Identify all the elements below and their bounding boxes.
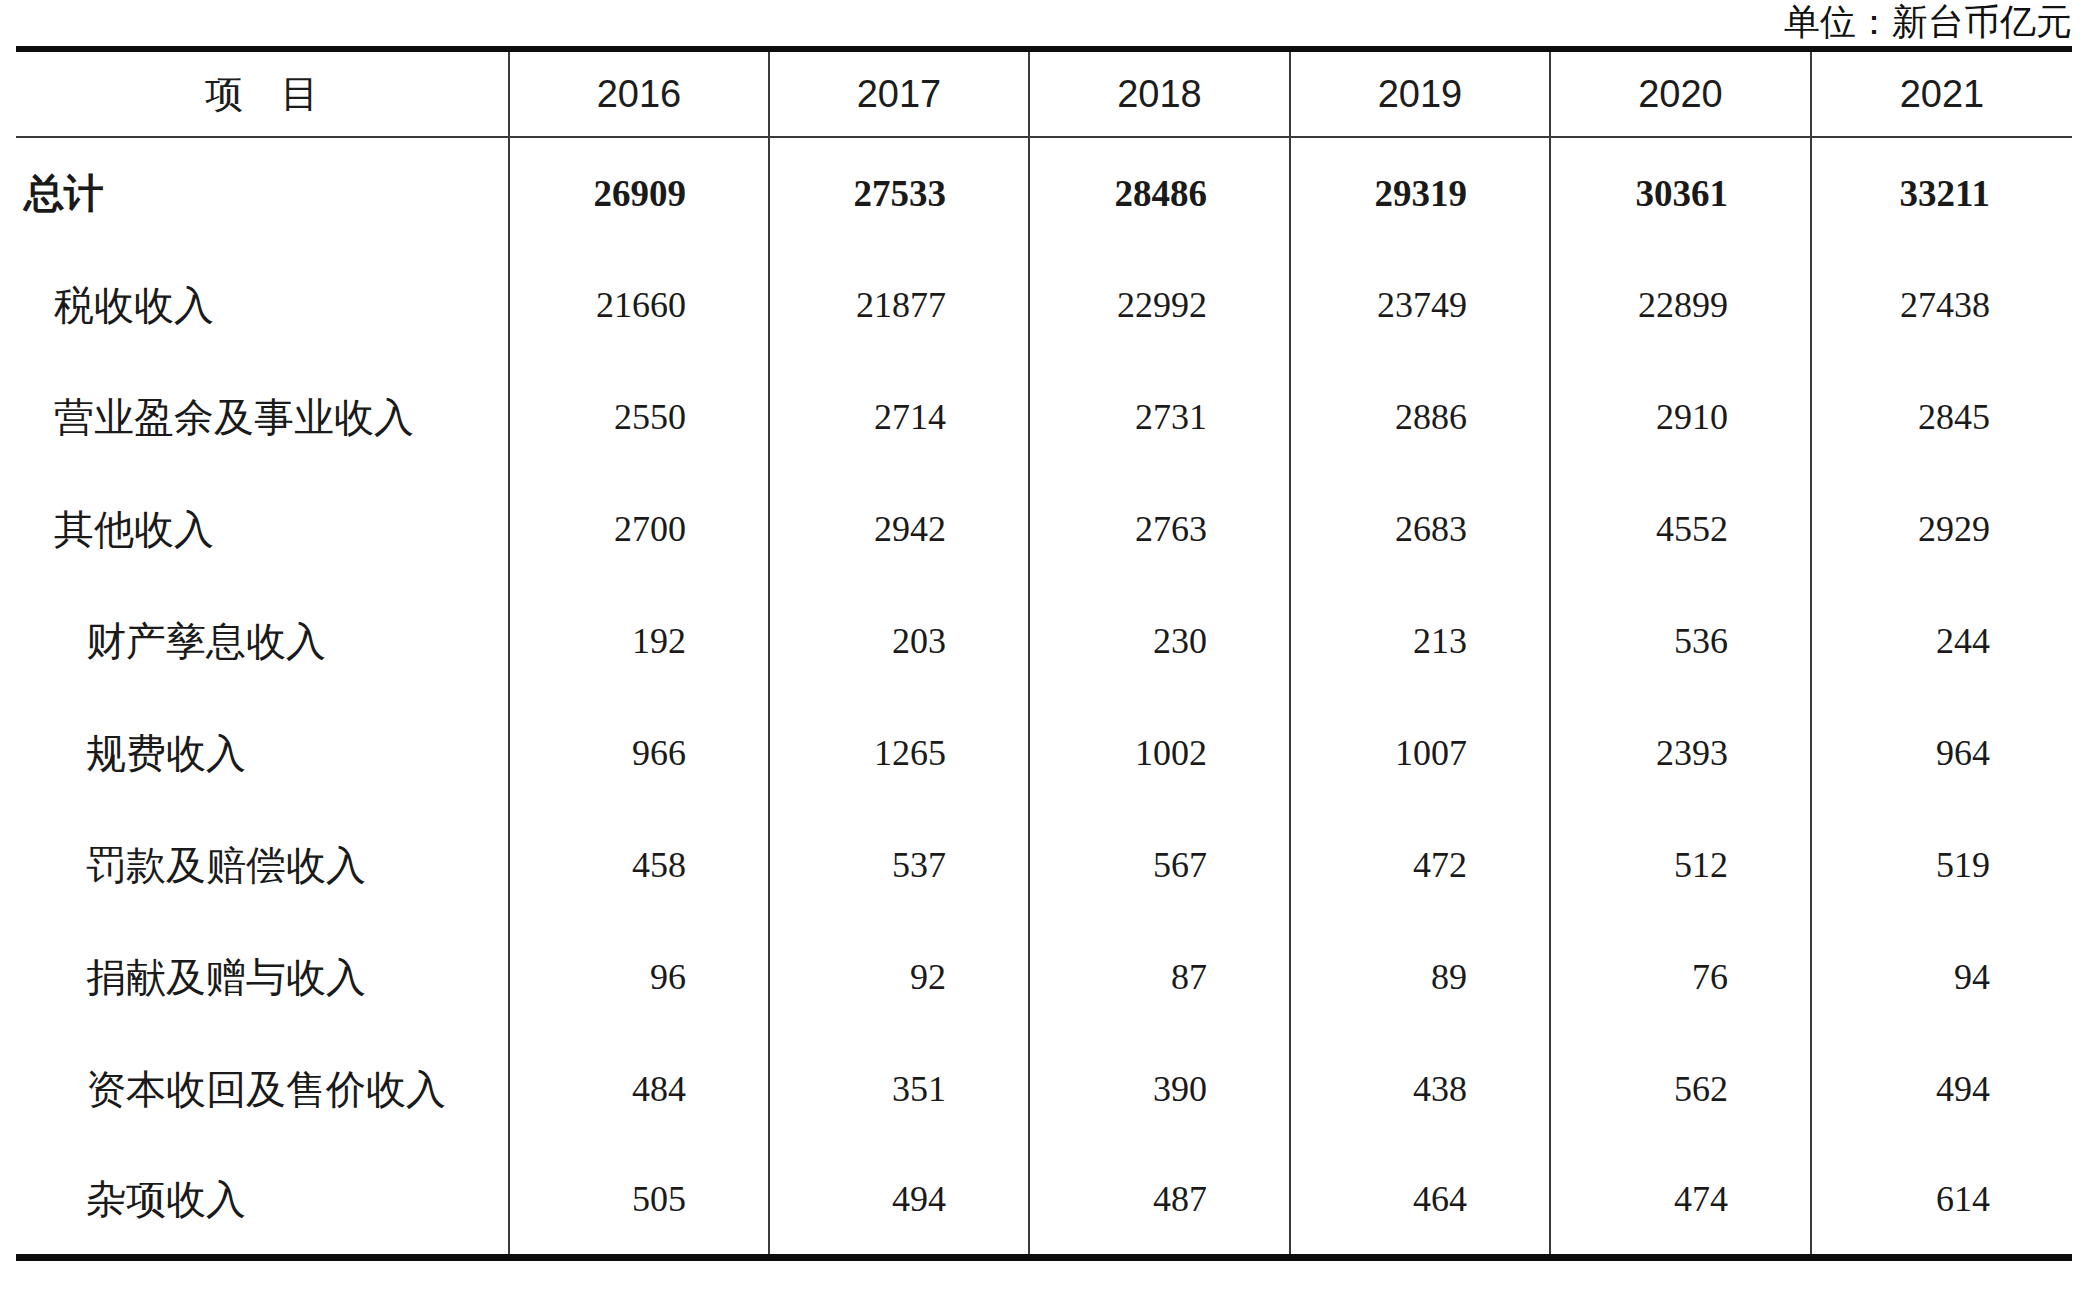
row-value: 494 [769,1145,1029,1257]
row-value: 351 [769,1033,1029,1145]
row-value: 2683 [1290,473,1550,585]
header-year-2018: 2018 [1029,49,1290,137]
header-row: 项 目 2016 2017 2018 2019 2020 2021 [16,49,2072,137]
row-label: 税收收入 [16,249,509,361]
row-value: 2929 [1811,473,2072,585]
header-year-2017: 2017 [769,49,1029,137]
row-label: 罚款及赔偿收入 [16,809,509,921]
row-value: 487 [1029,1145,1290,1257]
row-value: 474 [1550,1145,1811,1257]
row-value: 2393 [1550,697,1811,809]
row-value: 2714 [769,361,1029,473]
row-value: 22899 [1550,249,1811,361]
row-value: 964 [1811,697,2072,809]
table-row-other-income: 其他收入 2700 2942 2763 2683 4552 2929 [16,473,2072,585]
row-value: 390 [1029,1033,1290,1145]
row-value: 614 [1811,1145,2072,1257]
row-value: 2700 [509,473,769,585]
row-value: 26909 [509,137,769,249]
header-year-2016: 2016 [509,49,769,137]
table-row-donations: 捐献及赠与收入 96 92 87 89 76 94 [16,921,2072,1033]
row-value: 22992 [1029,249,1290,361]
row-value: 458 [509,809,769,921]
row-value: 1265 [769,697,1029,809]
row-value: 28486 [1029,137,1290,249]
table-row-miscellaneous: 杂项收入 505 494 487 464 474 614 [16,1145,2072,1257]
table-row-total: 总计 26909 27533 28486 29319 30361 33211 [16,137,2072,249]
row-value: 472 [1290,809,1550,921]
row-value: 92 [769,921,1029,1033]
header-year-2019: 2019 [1290,49,1550,137]
row-label: 其他收入 [16,473,509,585]
row-value: 464 [1290,1145,1550,1257]
row-label: 杂项收入 [16,1145,509,1257]
table-row-fees: 规费收入 966 1265 1002 1007 2393 964 [16,697,2072,809]
row-value: 21660 [509,249,769,361]
row-value: 438 [1290,1033,1550,1145]
table-row-capital-recovery: 资本收回及售价收入 484 351 390 438 562 494 [16,1033,2072,1145]
row-value: 567 [1029,809,1290,921]
row-value: 512 [1550,809,1811,921]
row-value: 192 [509,585,769,697]
row-value: 2845 [1811,361,2072,473]
row-value: 966 [509,697,769,809]
row-value: 21877 [769,249,1029,361]
row-value: 2763 [1029,473,1290,585]
row-value: 1007 [1290,697,1550,809]
row-value: 96 [509,921,769,1033]
row-label: 总计 [16,137,509,249]
row-value: 2550 [509,361,769,473]
header-year-2020: 2020 [1550,49,1811,137]
table-row-tax: 税收收入 21660 21877 22992 23749 22899 27438 [16,249,2072,361]
row-value: 94 [1811,921,2072,1033]
row-value: 213 [1290,585,1550,697]
table-row-property-interest: 财产孳息收入 192 203 230 213 536 244 [16,585,2072,697]
row-value: 2942 [769,473,1029,585]
row-value: 29319 [1290,137,1550,249]
row-value: 203 [769,585,1029,697]
row-value: 484 [509,1033,769,1145]
row-value: 230 [1029,585,1290,697]
header-item: 项 目 [16,49,509,137]
row-value: 33211 [1811,137,2072,249]
row-value: 494 [1811,1033,2072,1145]
row-value: 2731 [1029,361,1290,473]
row-label: 捐献及赠与收入 [16,921,509,1033]
row-value: 562 [1550,1033,1811,1145]
document-page: 单位：新台币亿元 项 目 2016 2017 2018 2019 2020 20… [0,0,2088,1295]
row-value: 4552 [1550,473,1811,585]
row-value: 27438 [1811,249,2072,361]
header-year-2021: 2021 [1811,49,2072,137]
row-value: 537 [769,809,1029,921]
row-value: 27533 [769,137,1029,249]
row-label: 资本收回及售价收入 [16,1033,509,1145]
row-value: 89 [1290,921,1550,1033]
row-value: 1002 [1029,697,1290,809]
row-value: 2910 [1550,361,1811,473]
row-value: 536 [1550,585,1811,697]
row-value: 2886 [1290,361,1550,473]
row-value: 505 [509,1145,769,1257]
row-value: 23749 [1290,249,1550,361]
row-value: 30361 [1550,137,1811,249]
revenue-table: 项 目 2016 2017 2018 2019 2020 2021 总计 269… [16,46,2072,1261]
row-label: 营业盈余及事业收入 [16,361,509,473]
row-label: 规费收入 [16,697,509,809]
row-value: 244 [1811,585,2072,697]
row-label: 财产孳息收入 [16,585,509,697]
row-value: 87 [1029,921,1290,1033]
row-value: 76 [1550,921,1811,1033]
table-row-fines-compensation: 罚款及赔偿收入 458 537 567 472 512 519 [16,809,2072,921]
unit-label: 单位：新台币亿元 [1784,0,2072,44]
row-value: 519 [1811,809,2072,921]
table-row-operating-surplus: 营业盈余及事业收入 2550 2714 2731 2886 2910 2845 [16,361,2072,473]
